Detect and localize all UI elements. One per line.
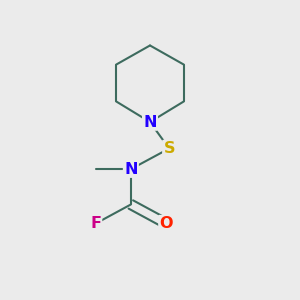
Text: N: N bbox=[124, 162, 138, 177]
Text: N: N bbox=[143, 115, 157, 130]
Text: O: O bbox=[159, 216, 173, 231]
Text: F: F bbox=[90, 216, 101, 231]
Text: S: S bbox=[164, 141, 175, 156]
